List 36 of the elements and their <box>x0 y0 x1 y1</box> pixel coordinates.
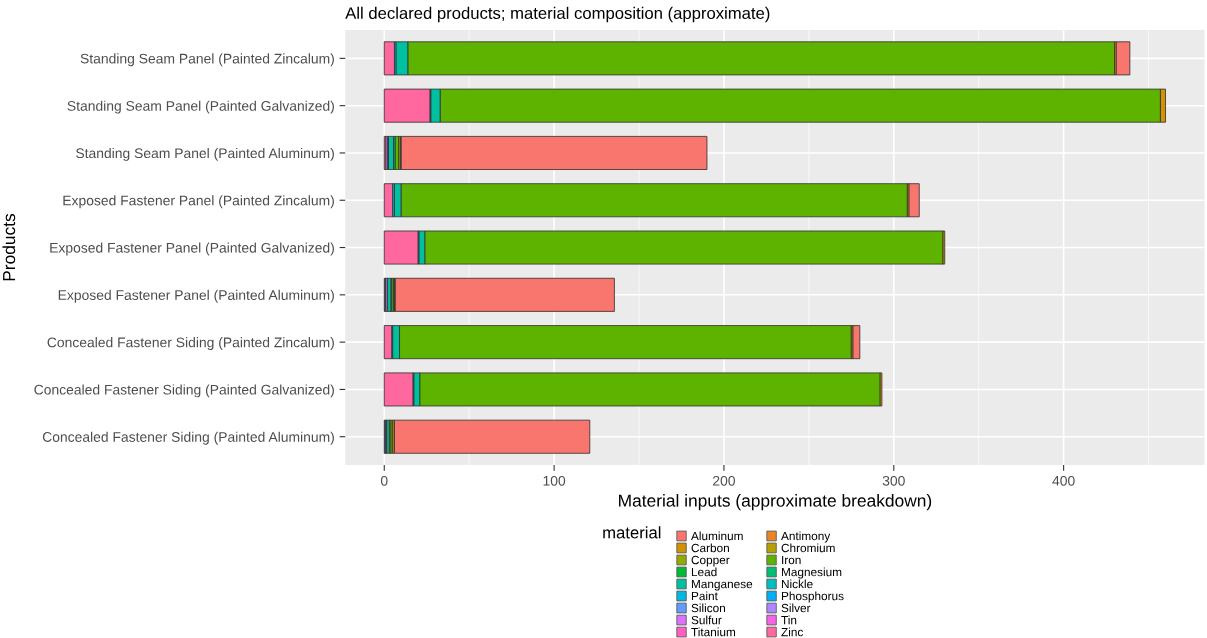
x-tick-label: 200 <box>713 475 735 486</box>
legend-title: material <box>603 526 661 539</box>
y-axis-title: Products <box>2 213 16 281</box>
x-tick-label: 100 <box>543 475 566 486</box>
legend-label: Copper <box>691 555 730 567</box>
legend-label: Phosphorus <box>781 591 844 603</box>
x-tick-label: 400 <box>1052 475 1075 486</box>
legend-label: Manganese <box>691 579 753 591</box>
y-tick-label: Standing Seam Panel (Painted Aluminum) <box>76 147 334 161</box>
legend-label: Carbon <box>691 543 729 553</box>
y-tick-label: Standing Seam Panel (Painted Zincalum) <box>80 53 334 67</box>
x-axis-title: Material inputs (approximate breakdown) <box>619 494 932 511</box>
legend-label: Tin <box>781 615 797 625</box>
legend-label: Lead <box>691 567 717 577</box>
legend-label: Aluminum <box>691 531 743 541</box>
legend-label: Antimony <box>781 531 831 543</box>
legend-label: Zinc <box>781 627 803 637</box>
legend-label: Nickle <box>781 579 813 589</box>
y-tick-label: Exposed Fastener Panel (Painted Zincalum) <box>63 195 334 209</box>
y-tick-label: Concealed Fastener Siding (Painted Zincalum) <box>47 337 334 351</box>
legend-label: Chromium <box>781 543 835 553</box>
legend-label: Titanium <box>691 627 736 637</box>
legend-label: Paint <box>691 591 718 601</box>
y-tick-label: Concealed Fastener Siding (Painted Galvanized) <box>34 384 334 398</box>
y-tick-label: Standing Seam Panel (Painted Galvanized) <box>67 100 334 114</box>
legend-label: Silicon <box>691 603 725 613</box>
y-tick-label: Exposed Fastener Panel (Painted Galvanized) <box>50 242 334 256</box>
x-tick-label: 300 <box>882 475 905 486</box>
y-tick-label: Exposed Fastener Panel (Painted Aluminum) <box>58 289 334 303</box>
legend-label: Magnesium <box>781 567 842 579</box>
y-tick-label: Concealed Fastener Siding (Painted Aluminum) <box>42 431 334 445</box>
chart-title: All declared products; material composition (approximate) <box>345 6 770 23</box>
legend-label: Iron <box>782 555 801 565</box>
legend-label: Sulfur <box>691 615 722 625</box>
x-tick-label: 0 <box>380 475 388 486</box>
legend-label: Silver <box>781 603 811 613</box>
